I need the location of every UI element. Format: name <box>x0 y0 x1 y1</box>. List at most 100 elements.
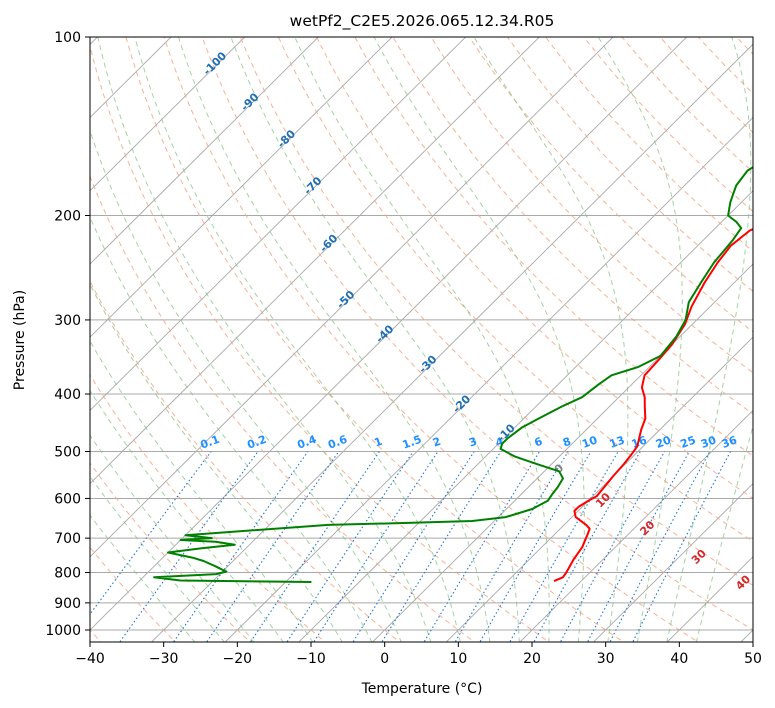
dry-adiabat-line <box>90 462 251 642</box>
moist-adiabat-line <box>473 37 629 642</box>
isotherm-line <box>90 37 246 192</box>
mixing-ratio-label: 0.2 <box>245 433 268 452</box>
chart-title: wetPf2_C2E5.2026.065.12.34.R05 <box>290 12 555 31</box>
moist-adiabat-line <box>230 37 520 642</box>
mixing-ratio-line <box>352 451 475 642</box>
mixing-ratio-line <box>313 451 439 642</box>
moist-adiabat-lines <box>90 37 753 642</box>
mixing-ratio-line <box>119 451 259 642</box>
moist-adiabat-line <box>373 37 585 642</box>
y-tick-label: 1000 <box>45 623 81 639</box>
mixing-ratio-label: 0.6 <box>326 433 349 452</box>
plot-frame <box>89 36 754 643</box>
dry-adiabat-line <box>545 37 753 252</box>
x-tick-label: 50 <box>744 651 762 667</box>
sounding-series <box>153 165 753 583</box>
mixing-ratio-label: 8 <box>561 435 573 450</box>
isotherm-line <box>445 336 753 642</box>
x-tick-label: −40 <box>75 651 105 667</box>
dry-adiabat-line <box>239 37 753 586</box>
x-tick-label: −20 <box>223 651 253 667</box>
x-tick-label: 20 <box>523 651 541 667</box>
y-tick-label: 800 <box>54 566 81 582</box>
line-labels: 0.1 0.2 0.4 0.6 1 1.5 2 3 4 6 8 10 13 16 20 25 30 36-100-… <box>199 49 753 592</box>
y-tick-label: 200 <box>54 209 81 225</box>
mixing-ratio-line <box>454 451 569 642</box>
mixing-ratio-line <box>479 451 592 642</box>
dry-adiabat-line <box>90 174 476 642</box>
dry-adiabat-line <box>506 37 753 293</box>
mixing-ratio-label: 1 <box>372 435 384 450</box>
x-tick-label: −10 <box>296 651 326 667</box>
mixing-ratio-label: 0.1 <box>199 433 222 452</box>
mixing-ratio-label: 2 <box>431 435 443 450</box>
mixing-ratio-label: 25 <box>679 433 698 450</box>
dry-adiabat-line <box>125 37 625 642</box>
dry-adiabat-line <box>277 37 753 543</box>
isotherm-line <box>90 37 467 412</box>
isotherm-line <box>90 37 614 558</box>
mixing-ratio-line <box>381 451 502 642</box>
x-tick-label: 0 <box>380 651 389 667</box>
mixing-ratio-line <box>206 451 340 642</box>
mixing-ratio-label: 3 <box>467 435 479 450</box>
isotherm-line <box>90 37 688 631</box>
y-tick-label: 700 <box>54 531 81 547</box>
moist-adiabat-line <box>134 37 461 642</box>
y-tick-label: 400 <box>54 387 81 403</box>
mixing-ratio-label: 36 <box>720 433 739 451</box>
mixing-ratio-label: 20 <box>654 433 673 451</box>
moist-adiabat-line <box>90 283 343 642</box>
moist-adiabat-line <box>97 37 432 642</box>
moist-adiabat-line <box>90 128 402 642</box>
isotherm-line <box>592 482 753 642</box>
mixing-ratio-line <box>286 451 414 642</box>
mixing-ratio-line <box>586 451 690 642</box>
mixing-ratio-lines <box>90 451 731 642</box>
mixing-ratio-label: 13 <box>608 433 627 450</box>
mixing-ratio-line <box>172 451 309 642</box>
moist-adiabat-line <box>90 514 196 642</box>
dry-adiabat-line <box>430 37 753 374</box>
x-tick-label: 40 <box>670 651 688 667</box>
mixing-ratio-label: 0.4 <box>295 433 318 452</box>
moist-adiabat-line <box>90 475 225 642</box>
moist-adiabat-line <box>294 37 550 642</box>
isotherm-lines <box>90 37 753 642</box>
isotherm-line <box>90 37 320 265</box>
dry-adiabat-line <box>90 280 401 642</box>
isotherm-line <box>224 116 753 642</box>
moist-adiabat-line <box>178 37 491 642</box>
mixing-ratio-label: 16 <box>630 433 649 451</box>
x-tick-label: 30 <box>597 651 615 667</box>
mixing-ratio-label: 30 <box>699 433 718 451</box>
moist-adiabat-line <box>90 434 255 642</box>
isotherm-line <box>519 409 753 642</box>
x-axis-label: Temperature (°C) <box>361 681 483 697</box>
dry-adiabat-line <box>90 44 550 642</box>
dry-adiabat-line <box>583 37 753 213</box>
dewpoint-line <box>153 165 753 583</box>
isotherm-line <box>150 43 753 642</box>
isotherm-line <box>298 190 753 642</box>
y-tick-label: 100 <box>54 30 81 46</box>
moist-adiabat-line <box>90 215 373 642</box>
y-tick-label: 500 <box>54 444 81 460</box>
mixing-ratio-line <box>632 451 731 642</box>
isotherm-line <box>90 37 541 485</box>
y-tick-label: 900 <box>54 596 81 612</box>
dry-adiabat-lines <box>90 37 753 642</box>
y-axis-label: Pressure (hPa) <box>12 290 28 390</box>
y-tick-label: 600 <box>54 491 81 507</box>
mixing-ratio-line <box>249 451 380 642</box>
moist-adiabat-line <box>597 37 683 642</box>
isotherm-line <box>371 263 753 642</box>
x-tick-label: −30 <box>149 651 179 667</box>
dry-adiabat-line <box>392 37 753 415</box>
mixing-ratio-label: 4 <box>494 435 506 450</box>
dry-adiabat-line <box>163 37 700 642</box>
plot-area: 0.1 0.2 0.4 0.6 1 1.5 2 3 4 6 8 10 13 16 20 25 30 36-100-… <box>90 37 753 642</box>
moist-adiabat-line <box>90 389 284 642</box>
x-axis: −40 −30 −20 −10 0 10 20 30 40 50 <box>75 642 762 667</box>
